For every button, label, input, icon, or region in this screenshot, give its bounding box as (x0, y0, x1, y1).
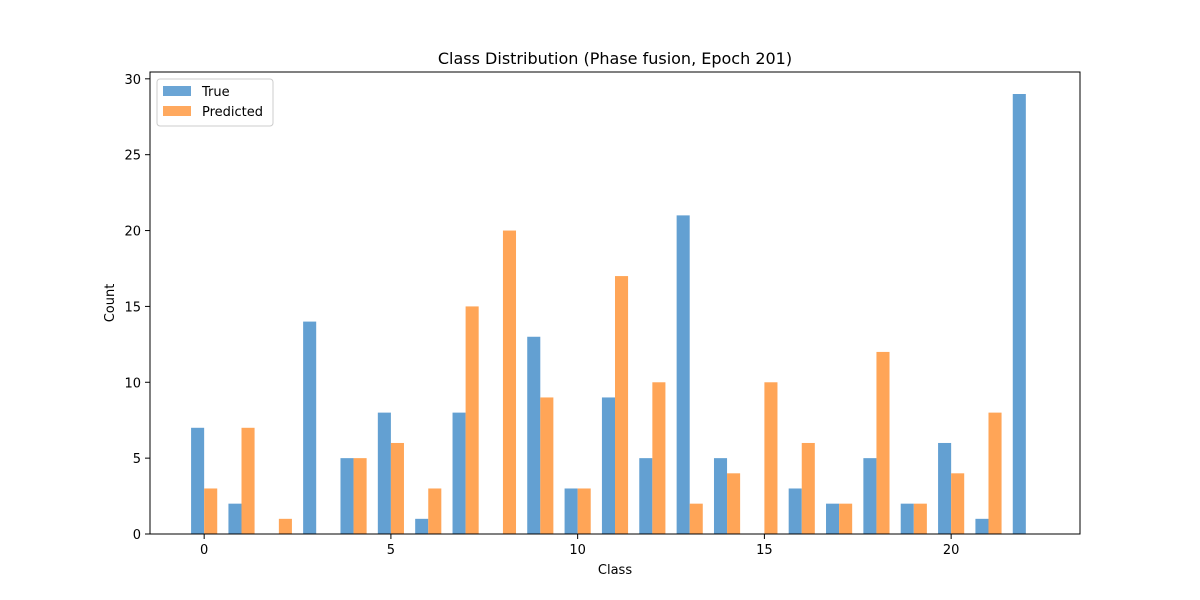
bar-predicted-class-8 (502, 230, 517, 535)
bar-true-class-14 (713, 458, 728, 534)
bar-true-class-6 (415, 518, 429, 534)
bar-predicted-class-0 (204, 488, 218, 534)
bar-predicted-class-11 (615, 276, 629, 534)
bar-predicted-class-15 (764, 382, 778, 534)
plot-frame (149, 71, 1081, 535)
bar-predicted-class-1 (241, 427, 255, 534)
x-tick-label: 15 (756, 543, 773, 558)
y-tick-label: 0 (133, 528, 141, 543)
bar-predicted-class-13 (689, 503, 703, 534)
bar-predicted-class-6 (428, 488, 442, 534)
y-tick-label: 10 (124, 376, 141, 391)
y-axis-ticks: 0 5 10 15 20 25 30 (124, 73, 150, 543)
y-tick-label: 20 (124, 225, 141, 240)
y-tick-label: 30 (124, 73, 141, 88)
bar-predicted-class-9 (540, 397, 554, 534)
bars-group (191, 94, 1026, 535)
bar-true-class-5 (377, 412, 391, 534)
bar-predicted-class-14 (727, 473, 741, 534)
y-axis-label: Count (103, 284, 118, 323)
legend: True Predicted (156, 78, 274, 127)
bar-true-class-1 (228, 503, 242, 534)
bar-true-class-22 (1012, 94, 1026, 534)
x-axis-label: Class (598, 563, 632, 578)
bar-predicted-class-7 (465, 306, 479, 534)
x-axis-ticks: 0 5 10 15 20 (200, 534, 959, 558)
legend-swatch-predicted (163, 106, 191, 116)
bar-true-class-10 (564, 488, 578, 534)
bar-true-class-20 (938, 442, 952, 534)
y-tick-label: 25 (124, 149, 141, 164)
bar-true-class-7 (452, 412, 466, 534)
bar-predicted-class-2 (278, 518, 292, 534)
bar-predicted-class-18 (876, 351, 890, 534)
bar-predicted-class-5 (390, 442, 404, 534)
x-tick-label: 20 (943, 543, 960, 558)
bar-true-class-3 (303, 321, 317, 534)
bar-predicted-class-21 (988, 412, 1002, 534)
bar-predicted-class-12 (652, 382, 666, 534)
y-tick-label: 5 (133, 452, 141, 467)
bar-true-class-18 (863, 458, 877, 534)
bar-true-class-19 (900, 503, 914, 534)
bar-predicted-class-20 (951, 473, 965, 534)
y-tick-label: 15 (124, 300, 141, 315)
bar-predicted-class-17 (839, 503, 853, 534)
bar-true-class-11 (601, 397, 615, 534)
bar-predicted-class-19 (913, 503, 927, 534)
bar-true-class-21 (975, 518, 989, 534)
bar-true-class-12 (639, 458, 653, 534)
x-tick-label: 5 (387, 543, 395, 558)
x-tick-label: 10 (569, 543, 586, 558)
bar-true-class-13 (676, 215, 690, 534)
bar-predicted-class-4 (353, 458, 367, 534)
bar-true-class-16 (788, 488, 802, 534)
x-tick-label: 0 (200, 543, 208, 558)
bar-true-class-4 (340, 458, 354, 534)
chart-title: Class Distribution (Phase fusion, Epoch … (438, 49, 792, 68)
legend-label-predicted: Predicted (202, 105, 263, 120)
bar-predicted-class-10 (577, 488, 591, 534)
bar-true-class-9 (527, 336, 541, 534)
bar-true-class-0 (191, 427, 205, 534)
bar-predicted-class-16 (801, 442, 815, 534)
legend-label-true: True (201, 85, 230, 100)
bar-true-class-17 (826, 503, 840, 534)
legend-swatch-true (163, 86, 191, 96)
